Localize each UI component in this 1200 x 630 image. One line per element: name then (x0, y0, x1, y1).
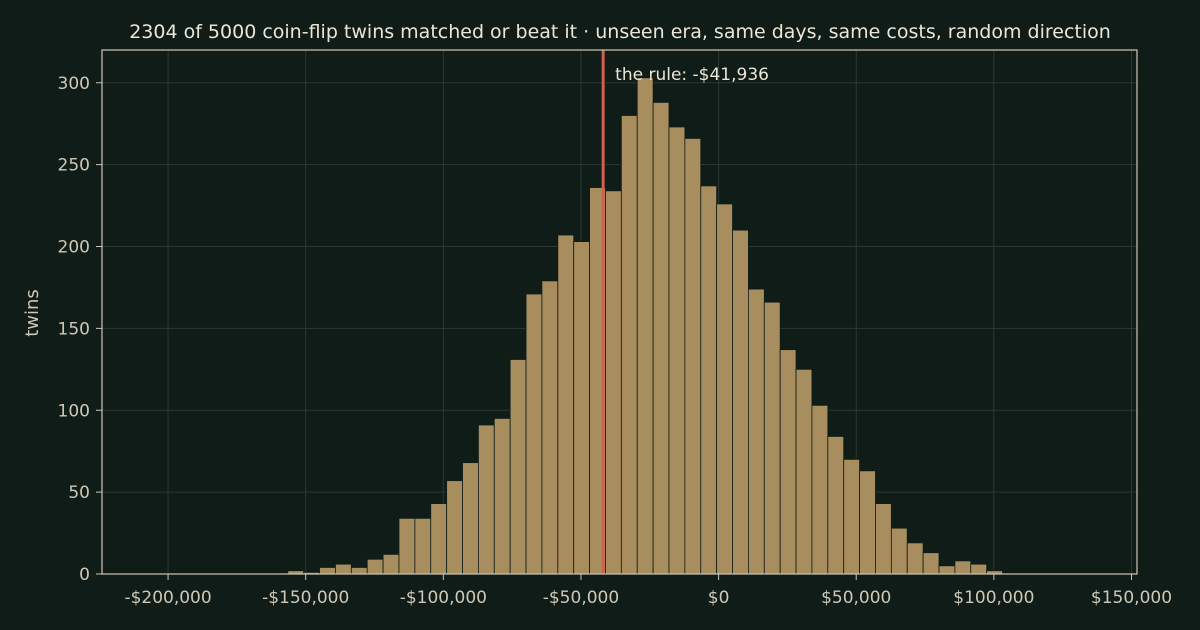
histogram-bar (652, 102, 670, 575)
histogram-bar (875, 503, 892, 575)
histogram-bar (763, 301, 781, 575)
y-tick-label: 200 (58, 238, 90, 258)
histogram-bar (605, 190, 622, 575)
y-tick-label: 50 (68, 483, 90, 503)
histogram-bar (970, 563, 988, 575)
chart-title: 2304 of 5000 coin-flip twins matched or … (129, 21, 1111, 43)
histogram-bar (509, 359, 527, 575)
histogram-bar (716, 203, 733, 575)
histogram-bar (795, 368, 813, 575)
histogram-bar (811, 404, 829, 575)
x-tick-label: $50,000 (821, 588, 891, 608)
y-tick-label: 250 (58, 156, 90, 176)
y-tick-label: 0 (79, 565, 90, 585)
x-tick-label: $0 (708, 588, 730, 608)
histogram-bar (477, 424, 495, 575)
y-axis-label: twins (22, 289, 43, 337)
rule-marker: the rule: -$41,936 (601, 50, 769, 574)
histogram-bar (493, 418, 511, 575)
histogram-bar (859, 470, 876, 575)
histogram-bar (620, 115, 638, 575)
x-tick-label: -$100,000 (400, 588, 487, 608)
histogram-bar (906, 542, 924, 575)
axes (101, 49, 1138, 575)
histogram-bar (938, 565, 956, 575)
histogram-bar (462, 462, 479, 575)
histogram-bar (557, 234, 575, 575)
histogram-bar (319, 567, 336, 575)
x-tick-label: $150,000 (1091, 588, 1172, 608)
histogram-bar (382, 553, 400, 575)
histogram-bar (779, 349, 797, 575)
x-tick-label: -$200,000 (124, 588, 211, 608)
x-axis-ticks: -$200,000 -$150,000 -$100,000 -$50,000 $0 $50… (124, 574, 1172, 608)
histogram-bar (525, 293, 543, 575)
y-tick-label: 100 (58, 401, 90, 421)
histogram-bar (350, 567, 368, 575)
plot-frame (101, 49, 1138, 575)
histogram-bar (398, 517, 416, 575)
histogram-bar (843, 458, 860, 575)
histogram-bar (573, 241, 590, 575)
histogram-bar (684, 138, 702, 575)
x-tick-label: -$150,000 (262, 588, 349, 608)
histogram-bar (446, 480, 463, 575)
histogram-bar (668, 126, 686, 575)
x-tick-label: $100,000 (953, 588, 1034, 608)
histogram-bar (748, 288, 765, 575)
histogram-bar (827, 436, 845, 575)
histogram-bar (700, 185, 718, 575)
y-axis-ticks: 0 50 100 150 200 250 300 (58, 74, 102, 585)
histogram-bar (890, 527, 908, 575)
x-tick-label: -$50,000 (543, 588, 619, 608)
y-tick-label: 300 (58, 74, 90, 94)
histogram-bar (636, 77, 654, 575)
histogram-bar (414, 517, 432, 575)
rule-label: the rule: -$41,936 (615, 65, 769, 85)
histogram-bar (430, 503, 448, 575)
histogram-bar (335, 563, 352, 575)
histogram-bar (922, 552, 940, 575)
histogram-bar (732, 229, 749, 575)
histogram-bar (366, 558, 384, 575)
histogram-bar (954, 560, 972, 575)
histogram-bars (287, 77, 1003, 575)
histogram-bar (541, 280, 559, 575)
y-tick-label: 150 (58, 319, 90, 339)
